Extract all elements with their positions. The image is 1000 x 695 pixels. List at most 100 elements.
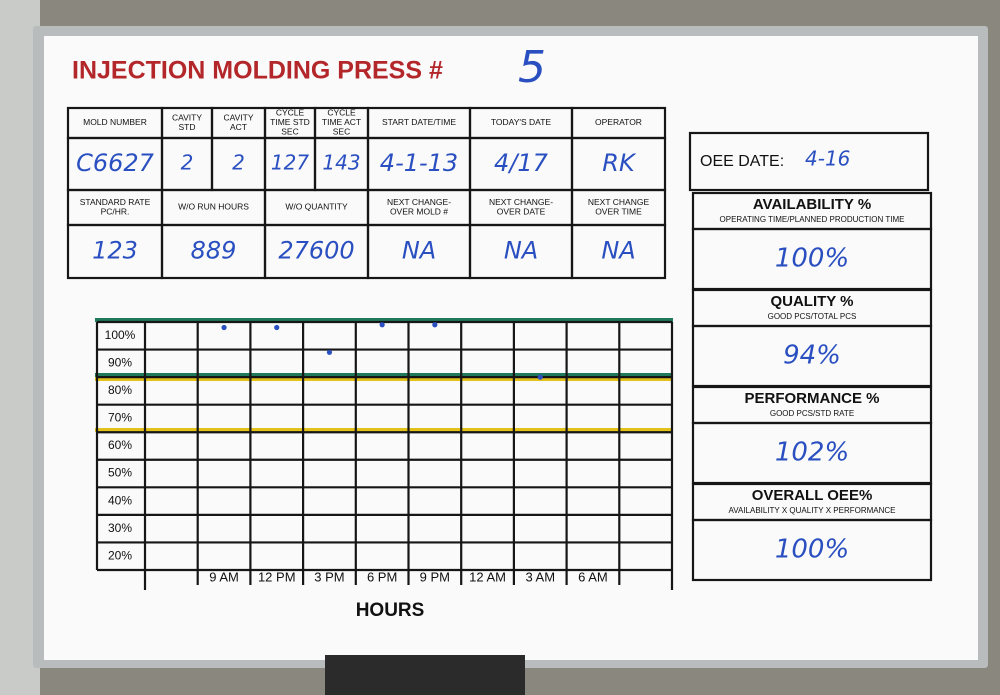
text-line: CYCLE <box>327 108 356 118</box>
x-tick-label: 12 AM <box>469 569 506 584</box>
text-line: W/O QUANTITY <box>285 202 348 212</box>
y-tick-label: 60% <box>108 438 132 452</box>
data-dot <box>326 349 333 355</box>
table-header: CAVITY ACT <box>223 113 253 133</box>
x-tick-label: 9 PM <box>420 569 450 584</box>
table-header: NEXT CHANGE-OVER DATE <box>489 197 553 217</box>
text-line: OVER DATE <box>497 207 546 217</box>
text-line: CAVITY <box>223 113 253 123</box>
table-value: NA <box>402 237 436 265</box>
metric-value: 100% <box>775 244 849 274</box>
text-line: STD <box>179 122 196 132</box>
y-tick-label: 100% <box>105 328 136 342</box>
x-tick-label: 6 AM <box>578 569 608 584</box>
table-value: 4/17 <box>494 149 549 177</box>
table-header: TODAY'S DATE <box>491 117 552 127</box>
metric-name: OVERALL OEE% <box>752 487 873 504</box>
table-value: NA <box>601 237 635 265</box>
x-tick-label: 9 AM <box>209 569 239 584</box>
table-value: 27600 <box>278 237 354 265</box>
text-line: TIME ACT <box>322 117 361 127</box>
table-value: C6627 <box>76 149 155 177</box>
text-line: OPERATOR <box>595 117 642 127</box>
oee-date-label: OEE DATE: <box>700 153 784 170</box>
table-value: 143 <box>322 151 360 175</box>
tape-green <box>95 318 673 322</box>
x-tick-label: 3 PM <box>314 569 344 584</box>
table-value: RK <box>602 149 637 177</box>
press-number: 5 <box>518 42 546 93</box>
tape-yellow <box>95 377 673 381</box>
metric-value: 100% <box>775 535 849 565</box>
x-tick-label: 3 AM <box>525 569 555 584</box>
y-tick-label: 90% <box>108 356 132 370</box>
text-line: OVER TIME <box>595 207 642 217</box>
metric-formula: AVAILABILITY X QUALITY X PERFORMANCE <box>728 506 895 515</box>
metric-name: AVAILABILITY % <box>753 196 871 213</box>
x-axis-title: HOURS <box>356 600 425 621</box>
text-line: PC/HR. <box>101 207 130 217</box>
text-line: NEXT CHANGE- <box>489 197 553 207</box>
board <box>44 36 978 660</box>
table-header: NEXT CHANGE OVER TIME <box>588 197 650 217</box>
table-header: STANDARD RATE PC/HR. <box>80 197 151 217</box>
tape-green <box>95 373 673 377</box>
tape-yellow <box>95 428 673 432</box>
metric-name: PERFORMANCE % <box>744 390 879 407</box>
metric-value: 94% <box>783 341 841 371</box>
table-header: CYCLE TIME ACT SEC <box>322 108 361 137</box>
metric-value: 102% <box>775 438 849 468</box>
text-line: SEC <box>333 127 350 137</box>
metric-formula: GOOD PCS/TOTAL PCS <box>768 312 857 321</box>
y-tick-label: 50% <box>108 466 132 480</box>
data-dot <box>274 324 280 331</box>
y-tick-label: 30% <box>108 521 132 535</box>
data-dot <box>537 374 543 380</box>
y-tick-label: 80% <box>108 383 132 397</box>
x-tick-label: 6 PM <box>367 569 397 584</box>
table-value: NA <box>504 237 538 265</box>
table-header: NEXT CHANGE-OVER MOLD # <box>387 197 451 217</box>
y-tick-label: 40% <box>108 493 132 507</box>
cell <box>691 518 933 582</box>
table-header: START DATE/TIME <box>382 117 456 127</box>
text-line: MOLD NUMBER <box>83 117 147 127</box>
cell <box>688 131 930 192</box>
table-value: 123 <box>92 237 138 265</box>
text-line: CAVITY <box>172 113 202 123</box>
text-line: TIME STD <box>270 117 310 127</box>
text-line: NEXT CHANGE <box>588 197 650 207</box>
table-header: W/O RUN HOURS <box>178 202 249 212</box>
table-value: 889 <box>191 237 237 265</box>
y-tick-label: 70% <box>108 411 132 425</box>
text-line: TODAY'S DATE <box>491 117 552 127</box>
text-line: W/O RUN HOURS <box>178 202 249 212</box>
metric-formula: OPERATING TIME/PLANNED PRODUCTION TIME <box>720 215 905 224</box>
table-value: 4-1-13 <box>380 149 458 177</box>
y-tick-label: 20% <box>108 548 132 562</box>
text-line: OVER MOLD # <box>390 207 448 217</box>
text-line: ACT <box>230 122 247 132</box>
text-line: SEC <box>281 127 298 137</box>
table-value: 127 <box>271 151 309 175</box>
metric-formula: GOOD PCS/STD RATE <box>770 409 854 418</box>
cell <box>570 223 667 280</box>
table-value: 2 <box>232 151 245 175</box>
text-line: NEXT CHANGE- <box>387 197 451 207</box>
metric-name: QUALITY % <box>770 293 853 310</box>
text-line: START DATE/TIME <box>382 117 456 127</box>
title: INJECTION MOLDING PRESS # <box>72 57 443 85</box>
stand <box>325 655 525 695</box>
text-line: STANDARD RATE <box>80 197 151 207</box>
oee-date: 4-16 <box>805 147 850 171</box>
table-value: 2 <box>181 151 194 175</box>
table-header: W/O QUANTITY <box>285 202 348 212</box>
table-header: OPERATOR <box>595 117 642 127</box>
table-header: CYCLE TIME STD SEC <box>270 108 310 137</box>
x-tick-label: 12 PM <box>258 569 296 584</box>
table-header: MOLD NUMBER <box>83 117 147 127</box>
data-dot <box>221 324 227 331</box>
data-dot <box>432 322 438 328</box>
data-dot <box>379 322 385 328</box>
